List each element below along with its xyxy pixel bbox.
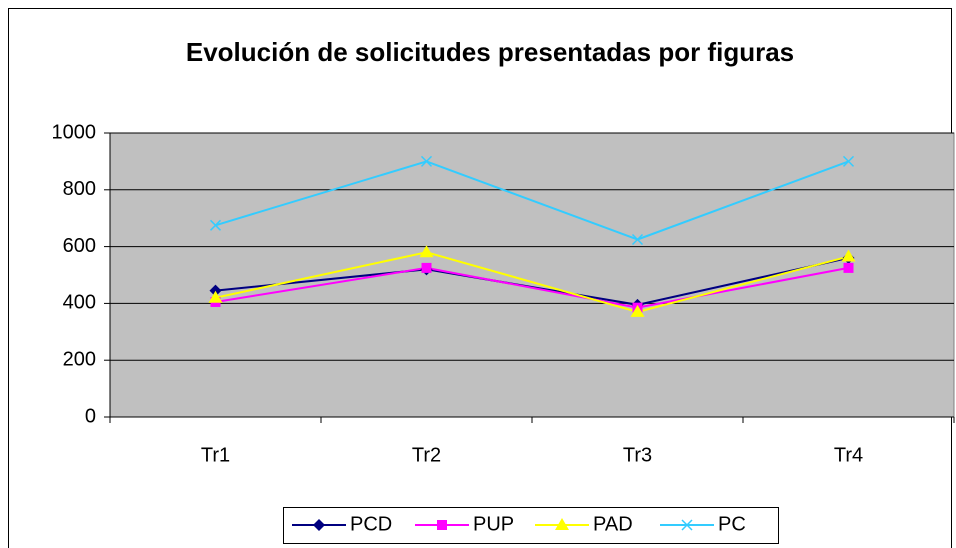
legend-label: PUP bbox=[473, 513, 514, 535]
legend-label: PC bbox=[718, 513, 746, 535]
y-tick-label: 0 bbox=[85, 405, 96, 427]
marker bbox=[630, 304, 645, 317]
y-tick-label: 600 bbox=[63, 235, 96, 257]
marker bbox=[421, 262, 432, 273]
marker bbox=[208, 290, 223, 303]
marker bbox=[631, 233, 644, 246]
x-tick-label: Tr2 bbox=[412, 444, 441, 466]
y-tick-label: 1000 bbox=[52, 121, 97, 143]
series-line bbox=[215, 160, 849, 241]
y-tick-label: 400 bbox=[63, 292, 96, 314]
marker bbox=[843, 262, 854, 273]
plot-area bbox=[109, 132, 955, 418]
y-tick-label: 200 bbox=[63, 348, 96, 370]
marker bbox=[419, 245, 434, 258]
marker bbox=[209, 219, 222, 231]
x-tick-label: Tr1 bbox=[201, 444, 230, 466]
chart-title: Evolución de solicitudes presentadas por… bbox=[186, 37, 794, 67]
legend-marker bbox=[555, 518, 569, 530]
marker bbox=[842, 155, 855, 167]
marker bbox=[841, 249, 856, 262]
legend-label: PAD bbox=[593, 513, 633, 535]
x-tick-label: Tr4 bbox=[834, 444, 863, 466]
legend-marker bbox=[313, 519, 325, 531]
legend-marker bbox=[437, 520, 447, 530]
marker bbox=[420, 155, 433, 167]
y-tick-label: 800 bbox=[63, 178, 96, 200]
marker bbox=[209, 284, 222, 297]
x-tick-label: Tr3 bbox=[623, 444, 652, 466]
legend-label: PCD bbox=[350, 513, 392, 535]
series-line bbox=[215, 251, 849, 313]
legend-marker bbox=[681, 519, 693, 531]
series-line bbox=[215, 266, 849, 309]
